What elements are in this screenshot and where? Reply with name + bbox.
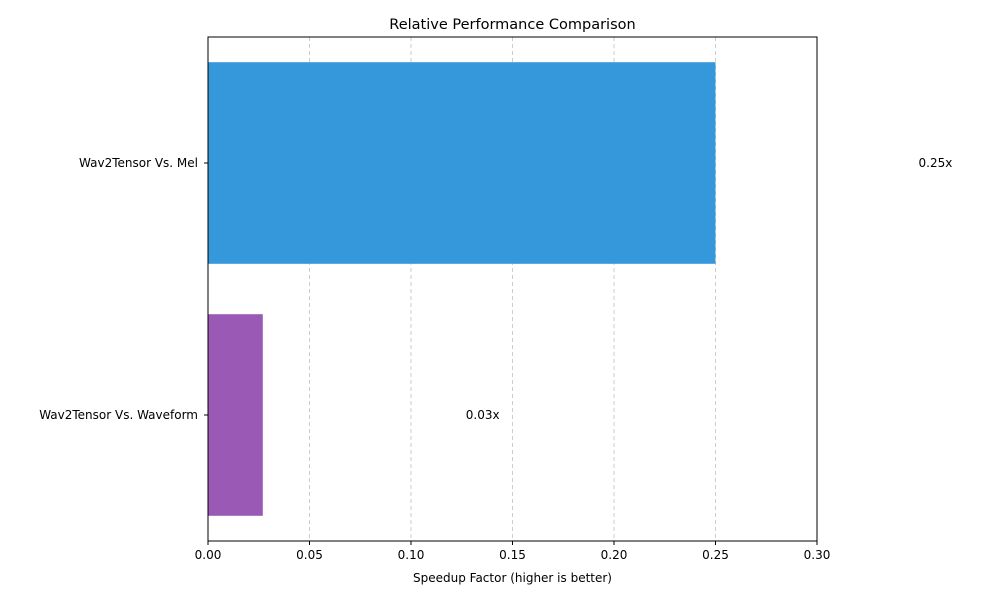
- bar-value-label: 0.03x: [466, 408, 500, 422]
- y-axis-tick-labels: Wav2Tensor Vs. Mel Wav2Tensor Vs. Wavefor…: [39, 156, 208, 422]
- x-tick-label: 0.15: [499, 548, 526, 562]
- bars: [208, 62, 716, 516]
- x-tick-label: 0.00: [195, 548, 222, 562]
- data-labels: 0.25x 0.03x: [466, 156, 953, 422]
- x-tick-label: 0.05: [296, 548, 323, 562]
- x-tick-label: 0.30: [804, 548, 831, 562]
- x-tick-label: 0.25: [702, 548, 729, 562]
- y-tick-label: Wav2Tensor Vs. Waveform: [39, 408, 198, 422]
- x-axis-title: Speedup Factor (higher is better): [413, 571, 612, 585]
- y-tick-label: Wav2Tensor Vs. Mel: [79, 156, 198, 170]
- x-axis-ticks: 0.00 0.05 0.10 0.15 0.20 0.25 0.30: [195, 541, 831, 562]
- bar: [208, 314, 263, 516]
- bar-value-label: 0.25x: [919, 156, 953, 170]
- chart-title: Relative Performance Comparison: [389, 17, 635, 33]
- x-tick-label: 0.10: [398, 548, 425, 562]
- bar: [208, 62, 716, 264]
- x-tick-label: 0.20: [601, 548, 628, 562]
